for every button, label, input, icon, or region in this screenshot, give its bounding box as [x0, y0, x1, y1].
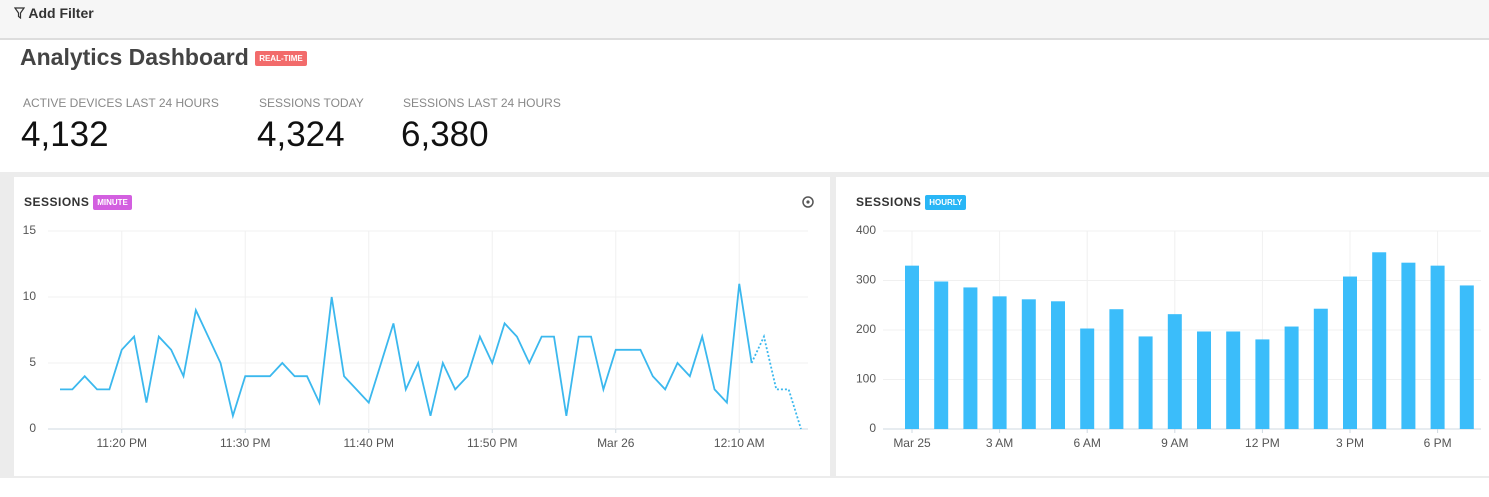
line — [750, 333, 802, 430]
x-tick-label: 6 AM — [1074, 436, 1101, 450]
x-tick-label: 11:20 PM — [97, 436, 147, 450]
filter-bar — [0, 0, 1489, 38]
y-tick-label: 5 — [29, 355, 36, 369]
gear-icon[interactable] — [802, 196, 814, 208]
bar — [1051, 301, 1065, 429]
bar — [1255, 339, 1270, 429]
chart-title: SESSIONS — [24, 195, 90, 209]
y-tick-label: 0 — [869, 421, 876, 435]
title-row: Analytics Dashboard REAL-TIME — [20, 44, 307, 71]
chart-header: SESSIONS HOURLY — [856, 195, 967, 210]
divider — [0, 38, 1489, 40]
stat-value: 4,324 — [257, 115, 345, 154]
bar — [1343, 276, 1357, 429]
x-tick-label: 11:30 PM — [220, 436, 270, 450]
badge: HOURLY — [925, 195, 967, 210]
badge: REAL-TIME — [255, 51, 307, 66]
button-label: Add Filter — [28, 5, 94, 21]
add-filter[interactable]: Add Filter — [13, 5, 94, 21]
x-tick-label: 6 PM — [1424, 436, 1452, 450]
bar — [1021, 299, 1036, 429]
y-tick-label: 200 — [856, 322, 876, 336]
bar — [1430, 265, 1445, 429]
bar — [1109, 309, 1124, 429]
bar — [1197, 331, 1211, 429]
stat-value: 6,380 — [401, 115, 489, 154]
bar — [1284, 326, 1299, 429]
bar — [1080, 328, 1095, 429]
x-tick-label: 3 AM — [986, 436, 1013, 450]
bar — [905, 265, 919, 429]
chart-title: SESSIONS — [856, 195, 922, 209]
x-tick-label: 12:10 AM — [714, 436, 765, 450]
footer-space — [0, 478, 1489, 497]
chart-header: SESSIONS MINUTE — [24, 195, 132, 210]
x-tick-label: 12 PM — [1245, 436, 1280, 450]
y-tick-label: 100 — [856, 372, 876, 386]
y-tick-label: 300 — [856, 273, 876, 287]
stat-label: SESSIONS LAST 24 HOURS — [403, 96, 561, 110]
filter-icon — [13, 7, 26, 20]
bar — [1401, 262, 1416, 429]
y-tick-label: 15 — [23, 223, 37, 237]
stat-value: 4,132 — [21, 115, 109, 154]
bar — [992, 296, 1007, 429]
bar — [1167, 314, 1182, 429]
x-tick-label: 3 PM — [1336, 436, 1364, 450]
panel — [14, 177, 830, 476]
badge: MINUTE — [93, 195, 132, 210]
line — [60, 283, 753, 420]
bar — [1459, 285, 1474, 429]
bar — [1138, 336, 1153, 429]
bar — [1372, 252, 1387, 429]
y-tick-label: 10 — [23, 289, 37, 303]
panel — [836, 177, 1489, 476]
x-tick-label: 11:40 PM — [344, 436, 394, 450]
bar — [1313, 308, 1328, 429]
title: Analytics Dashboard — [20, 44, 249, 70]
x-tick-label: 11:50 PM — [467, 436, 517, 450]
x-tick-label: 9 AM — [1161, 436, 1188, 450]
y-tick-label: 0 — [29, 421, 36, 435]
stat-label: ACTIVE DEVICES LAST 24 HOURS — [23, 96, 219, 110]
bar — [963, 287, 978, 429]
bar — [934, 281, 949, 429]
stat-label: SESSIONS TODAY — [259, 96, 364, 110]
x-tick-label: Mar 26 — [597, 436, 635, 450]
bar — [1226, 331, 1241, 429]
x-tick-label: Mar 25 — [893, 436, 931, 450]
y-tick-label: 400 — [856, 223, 876, 237]
